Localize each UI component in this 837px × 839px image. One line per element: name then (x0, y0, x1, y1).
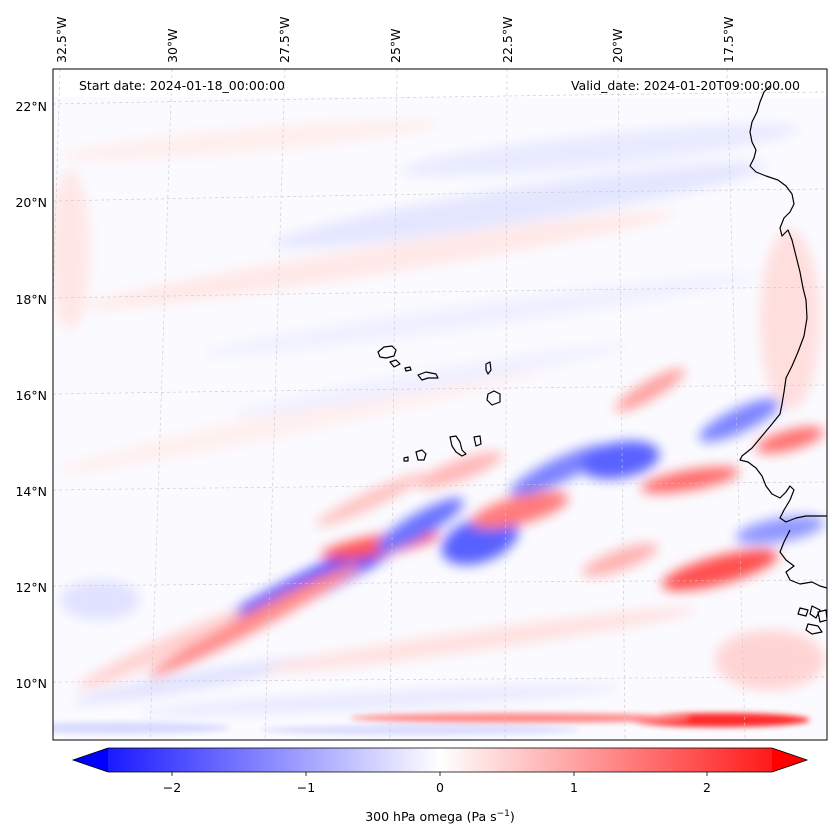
island-sao-vicente (389, 359, 401, 368)
omega-field-southern-strip (53, 713, 810, 735)
lon-label: 17.5°W (721, 17, 736, 63)
colorbar-extend-min (73, 748, 108, 772)
graticule (53, 69, 827, 740)
lon-label: 22.5°W (500, 17, 515, 63)
island-boa-vista (486, 390, 501, 406)
colorbar-outline (71, 747, 809, 773)
omega-field (53, 119, 825, 715)
colorbar-label-exponent: −1 (497, 809, 510, 819)
colorbar-tick-label: 1 (570, 780, 578, 795)
island-maio (473, 435, 482, 447)
lat-label: 14°N (15, 484, 47, 499)
colorbar-label: 300 hPa omega (Pa s−1) (365, 809, 515, 824)
lon-label: 27.5°W (277, 17, 292, 63)
lon-label: 20°W (610, 28, 625, 63)
colorbar-label-main: 300 hPa omega (Pa s (365, 809, 496, 824)
island-brava (403, 456, 409, 462)
colorbar-tick-label: 0 (436, 780, 444, 795)
lat-label: 16°N (15, 388, 47, 403)
island-sal (485, 361, 492, 375)
colorbar-tick-label: −2 (163, 780, 181, 795)
colorbar-tick-label: −1 (297, 780, 315, 795)
lat-label: 18°N (15, 292, 47, 307)
colorbar-label-close: ) (510, 809, 515, 824)
lon-label: 30°W (165, 28, 180, 63)
longitude-labels: 32.5°W 30°W 27.5°W 25°W 22.5°W 20°W 17.5… (54, 17, 736, 63)
map-frame (52, 68, 828, 741)
africa-coastline (739, 85, 827, 523)
lon-label: 32.5°W (54, 17, 69, 63)
africa-coastline-south (779, 529, 827, 589)
colorbar-tick-label: 2 (703, 780, 711, 795)
colorbar: −2 −1 0 1 2 300 hPa omega (Pa s−1) (71, 747, 809, 824)
island-santo-antao (377, 345, 397, 359)
lat-label: 22°N (15, 99, 47, 114)
bijagos-islands (797, 605, 827, 635)
lat-label: 20°N (15, 195, 47, 210)
lon-label: 25°W (388, 28, 403, 63)
latitude-labels: 22°N 20°N 18°N 16°N 14°N 12°N 10°N (15, 99, 47, 691)
colorbar-body (108, 748, 772, 772)
island-santiago (449, 435, 467, 457)
coastlines (377, 85, 827, 635)
valid-date-label: Valid_date: 2024-01-20T09:00:00.00 (571, 78, 800, 93)
map-panel: Start date: 2024-01-18_00:00:00 Valid_da… (53, 69, 827, 740)
colorbar-ticks (171, 772, 708, 776)
colorbar-extend-max (772, 748, 807, 772)
lat-label: 10°N (15, 676, 47, 691)
colorbar-tick-labels: −2 −1 0 1 2 (163, 780, 711, 795)
start-date-label: Start date: 2024-01-18_00:00:00 (79, 78, 285, 93)
island-santa-luzia (404, 366, 412, 372)
data-field-header-band (53, 69, 827, 97)
lat-label: 12°N (15, 580, 47, 595)
island-fogo (415, 449, 427, 461)
island-sao-nicolau (417, 371, 439, 381)
